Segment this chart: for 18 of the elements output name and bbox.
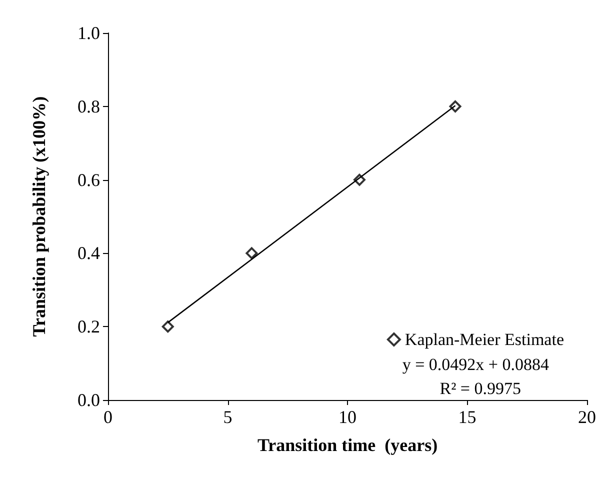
x-tick-label: 5 — [223, 407, 232, 427]
point — [162, 320, 174, 333]
y-tick-label: 0.0 — [78, 390, 100, 410]
x-axis-title: Transition time (years) — [257, 435, 438, 455]
x-tick-label: 0 — [104, 407, 112, 427]
y-tick-label: 1.0 — [78, 23, 100, 43]
x-tick-label: 10 — [338, 407, 356, 427]
y-tick-label: 0.2 — [78, 316, 100, 337]
x-tick-label: 20 — [578, 407, 596, 427]
y-tick-label: 0.6 — [78, 170, 100, 190]
x-tick-label: 15 — [458, 407, 476, 427]
y-tick-label: 0.8 — [78, 96, 100, 116]
point — [246, 247, 258, 260]
y-tick-label: 0.4 — [78, 243, 100, 264]
legend-label: Kaplan-Meier Estimate — [404, 330, 564, 349]
annotation: y = 0.0492x + 0.0884 — [402, 355, 550, 374]
y-axis-title: Transition probability (x100%) — [29, 96, 49, 337]
annotation: R² = 0.9975 — [440, 379, 522, 398]
